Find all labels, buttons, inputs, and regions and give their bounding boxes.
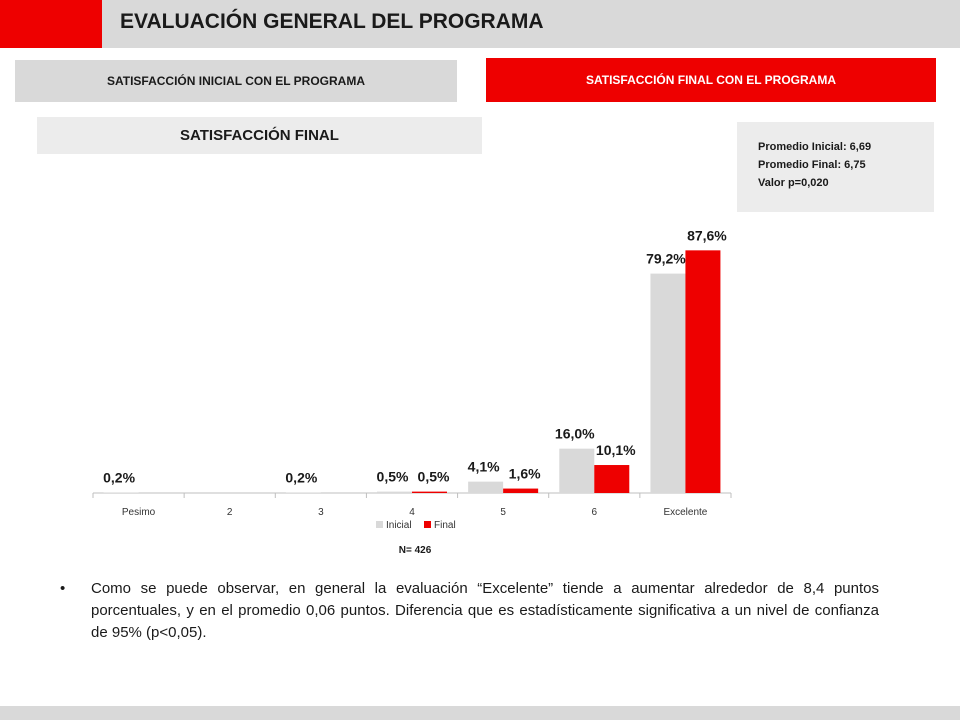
data-label-final-4: 1,6% bbox=[509, 466, 541, 482]
sample-size-note: N= 426 bbox=[399, 545, 432, 556]
bullet-icon: • bbox=[60, 580, 66, 597]
bar-inicial-0 bbox=[103, 492, 139, 493]
legend-swatch-inicial bbox=[376, 521, 383, 528]
bar-inicial-3 bbox=[377, 491, 412, 493]
bar-inicial-5 bbox=[559, 448, 595, 493]
bar-final-6 bbox=[685, 250, 721, 493]
stats-box: Promedio Inicial: 6,69 Promedio Final: 6… bbox=[737, 122, 934, 212]
data-label-inicial-0: 0,2% bbox=[103, 469, 135, 485]
bar-inicial-2 bbox=[285, 492, 321, 493]
data-label-inicial-5: 16,0% bbox=[555, 426, 595, 442]
body-paragraph: Como se puede observar, en general la ev… bbox=[91, 580, 879, 641]
x-tick-label-2: 3 bbox=[318, 507, 324, 518]
bar-final-3 bbox=[412, 491, 447, 493]
data-label-inicial-3: 0,5% bbox=[377, 469, 409, 485]
data-label-final-6: 87,6% bbox=[687, 227, 727, 243]
legend-swatch-final bbox=[424, 521, 431, 528]
x-tick-label-1: 2 bbox=[227, 507, 233, 518]
data-label-final-5: 10,1% bbox=[596, 442, 636, 458]
tab-final-satisfaction[interactable]: SATISFACCIÓN FINAL CON EL PROGRAMA bbox=[486, 58, 936, 102]
stat-p-value: Valor p=0,020 bbox=[758, 177, 829, 189]
bar-inicial-4 bbox=[468, 481, 504, 493]
page-title: EVALUACIÓN GENERAL DEL PROGRAMA bbox=[120, 10, 544, 33]
bar-inicial-6 bbox=[650, 273, 686, 493]
data-label-inicial-2: 0,2% bbox=[285, 469, 317, 485]
data-label-final-3: 0,5% bbox=[418, 469, 450, 485]
x-tick-label-5: 6 bbox=[592, 507, 598, 518]
tab-initial-satisfaction[interactable]: SATISFACCIÓN INICIAL CON EL PROGRAMA bbox=[15, 60, 457, 102]
x-tick-label-3: 4 bbox=[409, 507, 415, 518]
x-tick-label-6: Excelente bbox=[663, 507, 707, 518]
stat-initial-average: Promedio Inicial: 6,69 bbox=[758, 141, 872, 153]
x-tick-label-4: 5 bbox=[500, 507, 506, 518]
data-label-inicial-4: 4,1% bbox=[468, 459, 500, 475]
footer-bar bbox=[0, 706, 960, 720]
bar-final-4 bbox=[503, 488, 539, 493]
data-label-inicial-6: 79,2% bbox=[646, 251, 686, 267]
header-bar: EVALUACIÓN GENERAL DEL PROGRAMA bbox=[0, 0, 960, 48]
section-title: SATISFACCIÓN FINAL bbox=[37, 117, 482, 154]
legend-label-inicial: Inicial bbox=[386, 520, 412, 531]
header-accent bbox=[0, 0, 102, 48]
bar-final-5 bbox=[594, 465, 630, 493]
x-tick-label-0: Pesimo bbox=[122, 507, 156, 518]
legend-label-final: Final bbox=[434, 520, 456, 531]
stat-final-average: Promedio Final: 6,75 bbox=[758, 159, 866, 171]
